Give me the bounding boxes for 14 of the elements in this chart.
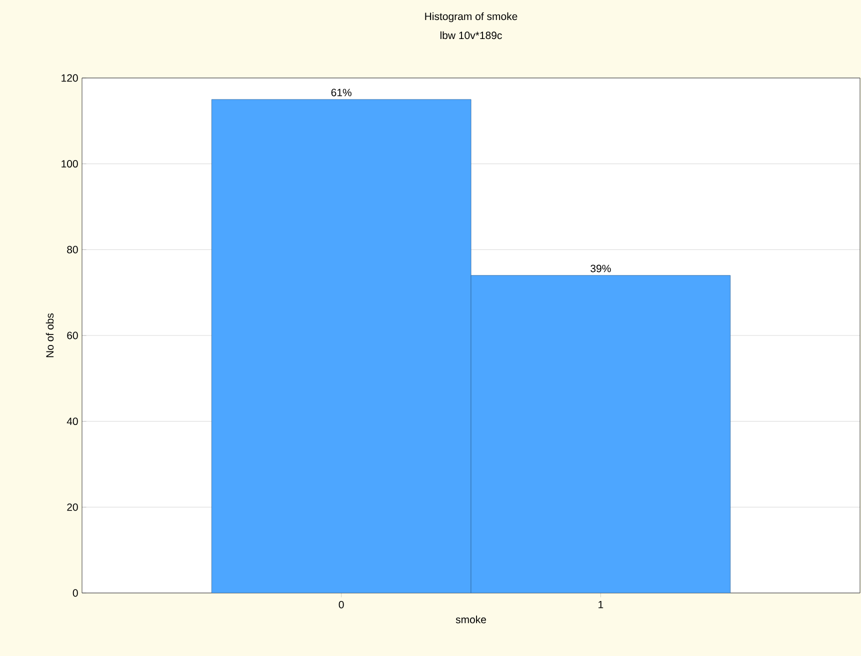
y-axis-title: No of obs — [46, 313, 54, 358]
y-tick-label: 80 — [67, 246, 78, 254]
y-tick-label: 120 — [62, 74, 78, 82]
y-tick-label: 40 — [66, 418, 78, 426]
y-tick-label: 100 — [62, 160, 78, 168]
chart-title: Histogram of smoke — [425, 12, 518, 22]
y-tick-label: 20 — [67, 503, 78, 511]
chart-subtitle: lbw 10v*189c — [440, 31, 502, 40]
y-tick-label: 0 — [72, 589, 78, 597]
x-axis-title: smoke — [456, 616, 486, 624]
x-tick-label: 1 — [598, 600, 604, 608]
annotation: 61% — [331, 88, 352, 96]
y-tick-label: 60 — [67, 332, 78, 340]
annotation: 39% — [590, 264, 611, 272]
